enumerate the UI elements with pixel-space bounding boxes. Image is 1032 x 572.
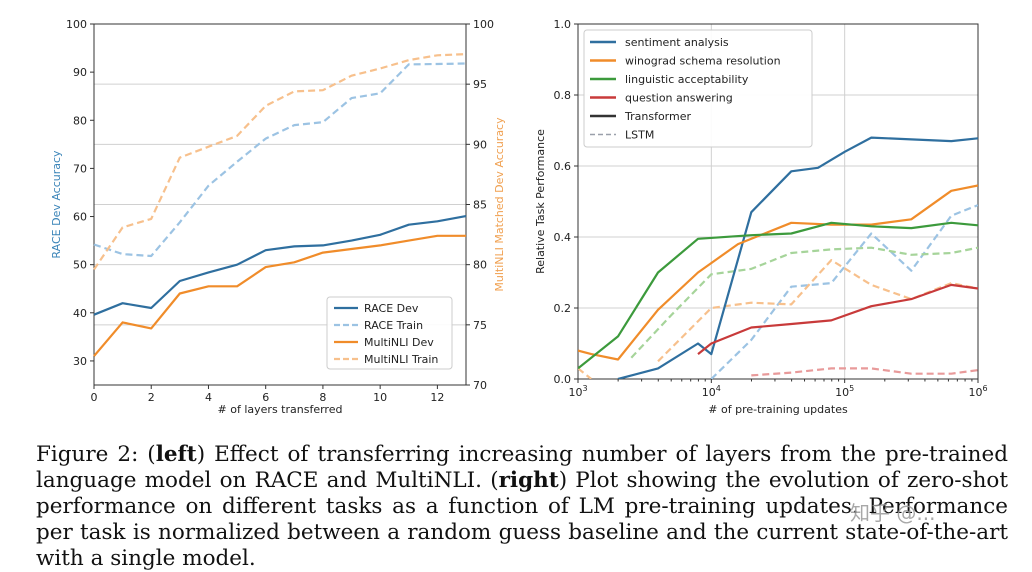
y-tick-label-right: 75	[473, 319, 487, 332]
caption-left-text: ) Effect of transferring increasing numb…	[36, 442, 1008, 493]
series-line-question-answering-transformer-	[697, 283, 978, 355]
y-axis-label-left: RACE Dev Accuracy	[50, 150, 63, 259]
legend-label: RACE Train	[364, 319, 423, 332]
y-tick-label-right: 95	[473, 78, 487, 91]
tick-base: 10	[968, 386, 982, 399]
figure: 0 2 4 6 8 10 12 30 40 50 60 70 80 90 100 70 75 80 85 90 95 10…	[50, 18, 988, 416]
left-chart: 0 2 4 6 8 10 12 30 40 50 60 70 80 90 100 70 75 80 85 90 95 10…	[50, 18, 506, 416]
y-tick-label: 0.0	[554, 373, 572, 386]
tick-base: 10	[568, 386, 582, 399]
y-tick-label-left: 60	[73, 211, 87, 224]
series-line-sentiment-analysis-lstm-	[710, 204, 978, 379]
series-group	[578, 136, 978, 379]
legend-label: question answering	[625, 92, 733, 105]
legend-label: linguistic acceptability	[625, 73, 749, 86]
y-tick-label: 0.4	[554, 231, 572, 244]
legend-label: MultiNLI Dev	[364, 336, 434, 349]
x-tick-label: 106	[968, 384, 987, 399]
watermark: 知乎 @...	[850, 501, 936, 525]
x-tick-label: 6	[262, 391, 269, 404]
y-tick-label-right: 70	[473, 379, 487, 392]
plot-frame	[577, 23, 979, 380]
y-tick-label-left: 50	[73, 259, 87, 272]
x-tick-label: 104	[702, 384, 721, 399]
x-tick-label: 12	[430, 391, 444, 404]
caption-right-bold: right	[498, 468, 559, 493]
x-tick-label: 105	[835, 384, 854, 399]
legend-label: sentiment analysis	[625, 36, 729, 49]
series-line-race-train	[93, 62, 467, 258]
tick-exponent: 5	[849, 384, 854, 393]
tick-exponent: 4	[716, 384, 721, 393]
y-tick-label: 0.8	[554, 89, 572, 102]
series-line-sentiment-analysis-transformer-	[617, 136, 978, 379]
caption-right-text: ) Plot showing the evolution of zero-sho…	[36, 468, 1008, 571]
x-tick-label: 4	[205, 391, 212, 404]
x-tick-label: 0	[91, 391, 98, 404]
y-tick-label: 0.6	[554, 160, 572, 173]
x-axis-label: # of layers transferred	[218, 403, 343, 416]
caption-label: Figure 2: (	[36, 442, 156, 467]
series-line-linguistic-acceptability-transformer-	[578, 221, 978, 370]
x-tick-label: 103	[568, 384, 587, 399]
caption-left-bold: left	[155, 442, 197, 467]
y-tick-label-left: 70	[73, 162, 87, 175]
x-tick-label: 8	[319, 391, 326, 404]
legend-label: MultiNLI Train	[364, 353, 438, 366]
tick-base: 10	[835, 386, 849, 399]
figure-caption: Figure 2: (left) Effect of transferring …	[36, 442, 1008, 572]
y-tick-label-left: 30	[73, 355, 87, 368]
legend-label: Transformer	[624, 110, 691, 123]
series-line-winograd-schema-resolution-transformer-	[578, 184, 978, 361]
series-line-multinli-dev	[93, 234, 466, 357]
y-tick-label-left: 90	[73, 66, 87, 79]
legend-label: LSTM	[625, 129, 654, 142]
x-tick-label: 2	[148, 391, 155, 404]
y-axis-label-right: MultiNLI Matched Dev Accuracy	[493, 117, 506, 292]
y-tick-label-right: 85	[473, 199, 487, 212]
y-tick-label: 0.2	[554, 302, 572, 315]
y-tick-label-right: 90	[473, 138, 487, 151]
y-axis-label: Relative Task Performance	[534, 129, 547, 274]
series-line-race-dev	[93, 215, 467, 316]
series-line-question-answering-lstm-	[751, 367, 978, 377]
tick-exponent: 3	[582, 384, 587, 393]
y-tick-label-left: 40	[73, 307, 87, 320]
y-tick-label-right: 80	[473, 259, 487, 272]
x-axis-label: # of pre-training updates	[708, 403, 848, 416]
legend-label: winograd schema resolution	[625, 55, 781, 68]
y-tick-label-left: 100	[66, 18, 87, 31]
series-line-winograd-schema-resolution-lstm-	[657, 259, 978, 363]
y-tick-label: 1.0	[554, 18, 572, 31]
tick-exponent: 6	[982, 384, 987, 393]
series-line-winograd-schema-resolution-lstm-start-	[578, 367, 592, 379]
y-tick-label-left: 80	[73, 114, 87, 127]
legend-box	[583, 29, 813, 148]
series-line-multinli-train	[93, 53, 467, 271]
legend-label: RACE Dev	[364, 302, 419, 315]
y-tick-label-right: 100	[473, 18, 494, 31]
legend-box	[326, 296, 453, 370]
series-line-linguistic-acceptability-lstm-	[630, 246, 978, 359]
x-tick-label: 10	[373, 391, 387, 404]
tick-base: 10	[702, 386, 716, 399]
